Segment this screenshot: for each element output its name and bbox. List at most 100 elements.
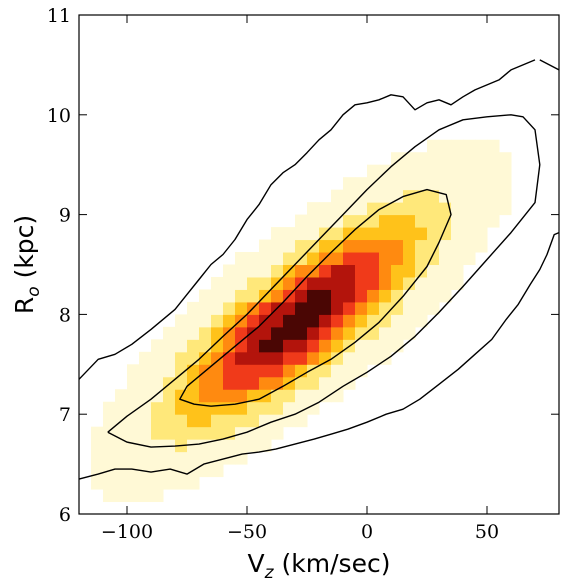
heatmap-cell	[403, 177, 416, 191]
heatmap-cell	[271, 389, 284, 403]
heatmap-cell	[199, 439, 212, 453]
heatmap-cell	[319, 289, 332, 303]
heatmap-cell	[259, 252, 272, 265]
heatmap-cell	[139, 364, 152, 378]
heatmap-cell	[403, 264, 416, 278]
heatmap-cell	[103, 451, 116, 465]
heatmap-cell	[355, 177, 368, 191]
heatmap-cell	[283, 301, 296, 315]
heatmap-cell	[211, 414, 224, 428]
heatmap-cell	[463, 227, 476, 241]
heatmap-cell	[151, 439, 164, 453]
heatmap-cell	[115, 489, 128, 503]
heatmap-cell	[259, 426, 272, 440]
heatmap-cell	[439, 177, 452, 191]
heatmap-cell	[331, 252, 344, 265]
heatmap-cell	[379, 289, 392, 303]
heatmap-cell	[175, 451, 188, 465]
heatmap-cell	[163, 364, 176, 378]
heatmap-cell	[391, 314, 404, 328]
heatmap-cell	[211, 276, 224, 290]
heatmap-cell	[319, 389, 332, 403]
heatmap-cell	[463, 252, 476, 265]
heatmap-cell	[175, 476, 188, 490]
heatmap-cell	[163, 426, 176, 440]
heatmap-cell	[415, 202, 428, 216]
heatmap-cell	[175, 414, 188, 428]
heatmap-cell	[331, 326, 344, 340]
heatmap-cell	[355, 314, 368, 328]
heatmap-cell	[391, 214, 404, 228]
heatmap-cell	[307, 389, 320, 403]
heatmap-cell	[211, 339, 224, 353]
heatmap-cell	[295, 326, 308, 340]
heatmap-cell	[163, 414, 176, 428]
heatmap-cell	[295, 301, 308, 315]
heatmap-cell	[259, 239, 272, 253]
heatmap-cell	[487, 189, 500, 203]
heatmap-cell	[295, 289, 308, 303]
heatmap-cell	[415, 314, 428, 328]
heatmap-cell	[391, 289, 404, 303]
heatmap-cell	[175, 339, 188, 353]
heatmap-cell	[331, 351, 344, 365]
heatmap-cell	[475, 177, 488, 191]
heatmap-cell	[343, 177, 356, 191]
heatmap-cell	[451, 189, 464, 203]
heatmap-cell	[403, 164, 416, 178]
heatmap-cell	[331, 339, 344, 353]
heatmap-cell	[271, 289, 284, 303]
heatmap-cell	[307, 301, 320, 315]
heatmap-cell	[199, 314, 212, 328]
heatmap-cell	[379, 202, 392, 216]
heatmap-cell	[283, 339, 296, 353]
heatmap-cell	[319, 202, 332, 216]
heatmap-cell	[211, 289, 224, 303]
heatmap-cell	[283, 401, 296, 415]
heatmap-cell	[391, 239, 404, 253]
heatmap-cell	[235, 326, 248, 340]
heatmap-cell	[343, 239, 356, 253]
heatmap-cell	[223, 314, 236, 328]
heatmap-cell	[211, 301, 224, 315]
heatmap-cell	[259, 326, 272, 340]
heatmap-cell	[391, 189, 404, 203]
heatmap-cell	[319, 264, 332, 278]
heatmap-cell	[115, 401, 128, 415]
heatmap-cell	[199, 351, 212, 365]
heatmap-cell	[427, 214, 440, 228]
heatmap-cell	[187, 426, 200, 440]
heatmap-cell	[427, 139, 440, 153]
heatmap-cell	[319, 376, 332, 390]
heatmap-cell	[475, 227, 488, 241]
heatmap-cell	[439, 252, 452, 265]
heatmap-cell	[307, 202, 320, 216]
heatmap-cell	[115, 426, 128, 440]
heatmap-cell	[271, 339, 284, 353]
heatmap-cell	[235, 414, 248, 428]
heatmap-cell	[451, 164, 464, 178]
heatmap-cell	[415, 264, 428, 278]
heatmap-cell	[427, 264, 440, 278]
heatmap-cell	[151, 339, 164, 353]
heatmap-cell	[355, 252, 368, 265]
heatmap-cell	[463, 139, 476, 153]
heatmap-cell	[271, 314, 284, 328]
heatmap-cell	[307, 326, 320, 340]
heatmap-cell	[187, 376, 200, 390]
heatmap-cell	[355, 326, 368, 340]
heatmap-cell	[115, 464, 128, 478]
x-tick-label: −50	[227, 521, 267, 543]
heatmap-cell	[103, 401, 116, 415]
heatmap-cell	[427, 202, 440, 216]
heatmap-cell	[271, 239, 284, 253]
heatmap-cell	[439, 276, 452, 290]
heatmap-cell	[283, 389, 296, 403]
heatmap-cell	[295, 264, 308, 278]
heatmap-cell	[187, 439, 200, 453]
heatmap-cell	[343, 289, 356, 303]
heatmap-cell	[223, 264, 236, 278]
heatmap-cell	[463, 164, 476, 178]
heatmap-cell	[163, 439, 176, 453]
heatmap-cell	[343, 189, 356, 203]
